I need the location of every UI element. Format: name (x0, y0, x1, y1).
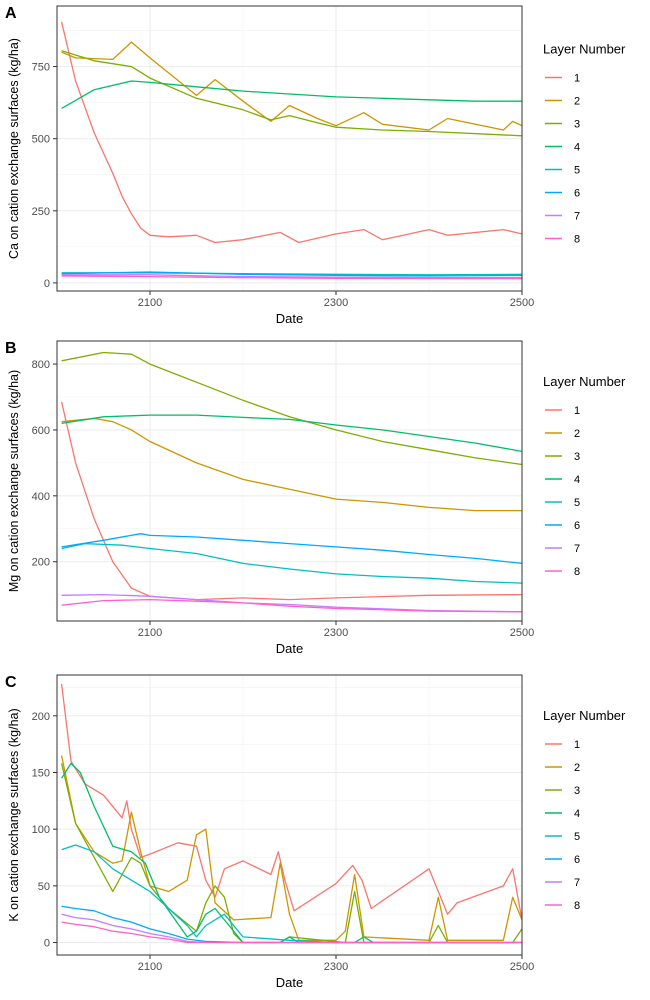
legend-label: 8 (574, 234, 580, 246)
series-line-layer-2 (61, 41, 522, 131)
panel-B: 2100 2300 2500 200 400 600 800 Date Mg on cation… (5, 340, 626, 656)
series-line-layer-3 (61, 50, 522, 137)
y-tick-label: 0 (44, 938, 50, 950)
legend-label: 3 (574, 119, 580, 131)
x-tick-label: 2100 (138, 297, 162, 309)
y-tick-label: 500 (32, 134, 50, 146)
y-tick-label: 800 (32, 359, 50, 371)
y-axis-title: K on cation exchange surfaces (kg/ha) (7, 708, 21, 921)
legend-label: 5 (574, 831, 580, 843)
legend-label: 1 (574, 73, 580, 85)
legend-label: 6 (574, 188, 580, 200)
panel-label: A (5, 5, 17, 22)
y-tick-label: 250 (32, 206, 50, 218)
plot-border (56, 674, 523, 956)
legend-title: Layer Number (543, 708, 626, 723)
series-line-layer-8 (61, 275, 522, 280)
series-line-layer-2 (60, 755, 522, 941)
legend-label: 6 (574, 520, 580, 532)
series-line-layer-4 (61, 80, 522, 109)
panel-C: 2100 2300 2500 0 50 100 150 200 Date K on cation … (5, 674, 626, 990)
x-axis-title: Date (276, 641, 303, 656)
y-tick-label: 750 (32, 62, 50, 74)
y-axis-title: Mg on cation exchange surfaces (kg/ha) (7, 370, 21, 592)
legend-label: 4 (574, 474, 580, 486)
series-line-layer-1 (60, 21, 522, 244)
series-line-layer-8 (61, 598, 522, 613)
plot-background (57, 6, 522, 291)
plot-border (56, 5, 523, 292)
y-tick-label: 600 (32, 425, 50, 437)
panel-label: B (5, 340, 17, 357)
legend-label: 5 (574, 165, 580, 177)
legend-label: 7 (574, 543, 580, 555)
series-group (60, 21, 522, 280)
panel-label: C (5, 674, 17, 691)
legend-title: Layer Number (543, 42, 626, 57)
panel-A: 2100 2300 2500 0 250 500 750 Date Ca on cation e… (5, 5, 626, 326)
legend-label: 8 (574, 900, 580, 912)
y-tick-label: 200 (32, 711, 50, 723)
series-group (60, 684, 522, 944)
x-axis-title: Date (276, 975, 303, 990)
legend-label: 5 (574, 497, 580, 509)
series-line-layer-5 (61, 542, 522, 584)
series-line-layer-7 (61, 274, 522, 279)
y-tick-label: 400 (32, 491, 50, 503)
legend-label: 4 (574, 142, 580, 154)
series-line-layer-3 (61, 351, 522, 466)
series-group (60, 351, 522, 613)
series-line-layer-1 (60, 684, 522, 921)
plot-background (57, 341, 522, 621)
legend-label: 7 (574, 877, 580, 889)
legend-label: 8 (574, 566, 580, 578)
legend-label: 2 (574, 762, 580, 774)
x-tick-label: 2300 (324, 627, 348, 639)
x-tick-label: 2500 (510, 627, 534, 639)
series-line-layer-6 (61, 533, 522, 565)
x-tick-label: 2500 (510, 961, 534, 973)
y-axis-title: Ca on cation exchange surfaces (kg/ha) (7, 38, 21, 259)
x-tick-label: 2500 (510, 297, 534, 309)
legend-label: 4 (574, 808, 580, 820)
series-line-layer-6 (61, 905, 522, 944)
legend-label: 7 (574, 211, 580, 223)
legend-label: 1 (574, 739, 580, 751)
series-line-layer-4 (61, 414, 522, 453)
legend-title: Layer Number (543, 374, 626, 389)
y-tick-label: 100 (32, 824, 50, 836)
x-axis-title: Date (276, 311, 303, 326)
y-tick-label: 0 (44, 278, 50, 290)
series-line-layer-2 (61, 417, 522, 512)
legend-label: 6 (574, 854, 580, 866)
x-tick-label: 2100 (138, 627, 162, 639)
legend-label: 2 (574, 96, 580, 108)
plot-border (56, 340, 523, 622)
y-tick-label: 150 (32, 767, 50, 779)
x-tick-label: 2300 (324, 961, 348, 973)
y-tick-label: 50 (38, 881, 50, 893)
legend-label: 3 (574, 785, 580, 797)
series-line-layer-6 (61, 271, 522, 277)
series-line-layer-5 (61, 844, 522, 944)
x-tick-label: 2300 (324, 297, 348, 309)
series-line-layer-8 (61, 921, 522, 944)
y-tick-label: 200 (32, 557, 50, 569)
x-tick-label: 2100 (138, 961, 162, 973)
legend-label: 3 (574, 451, 580, 463)
legend-label: 2 (574, 428, 580, 440)
legend-label: 1 (574, 405, 580, 417)
